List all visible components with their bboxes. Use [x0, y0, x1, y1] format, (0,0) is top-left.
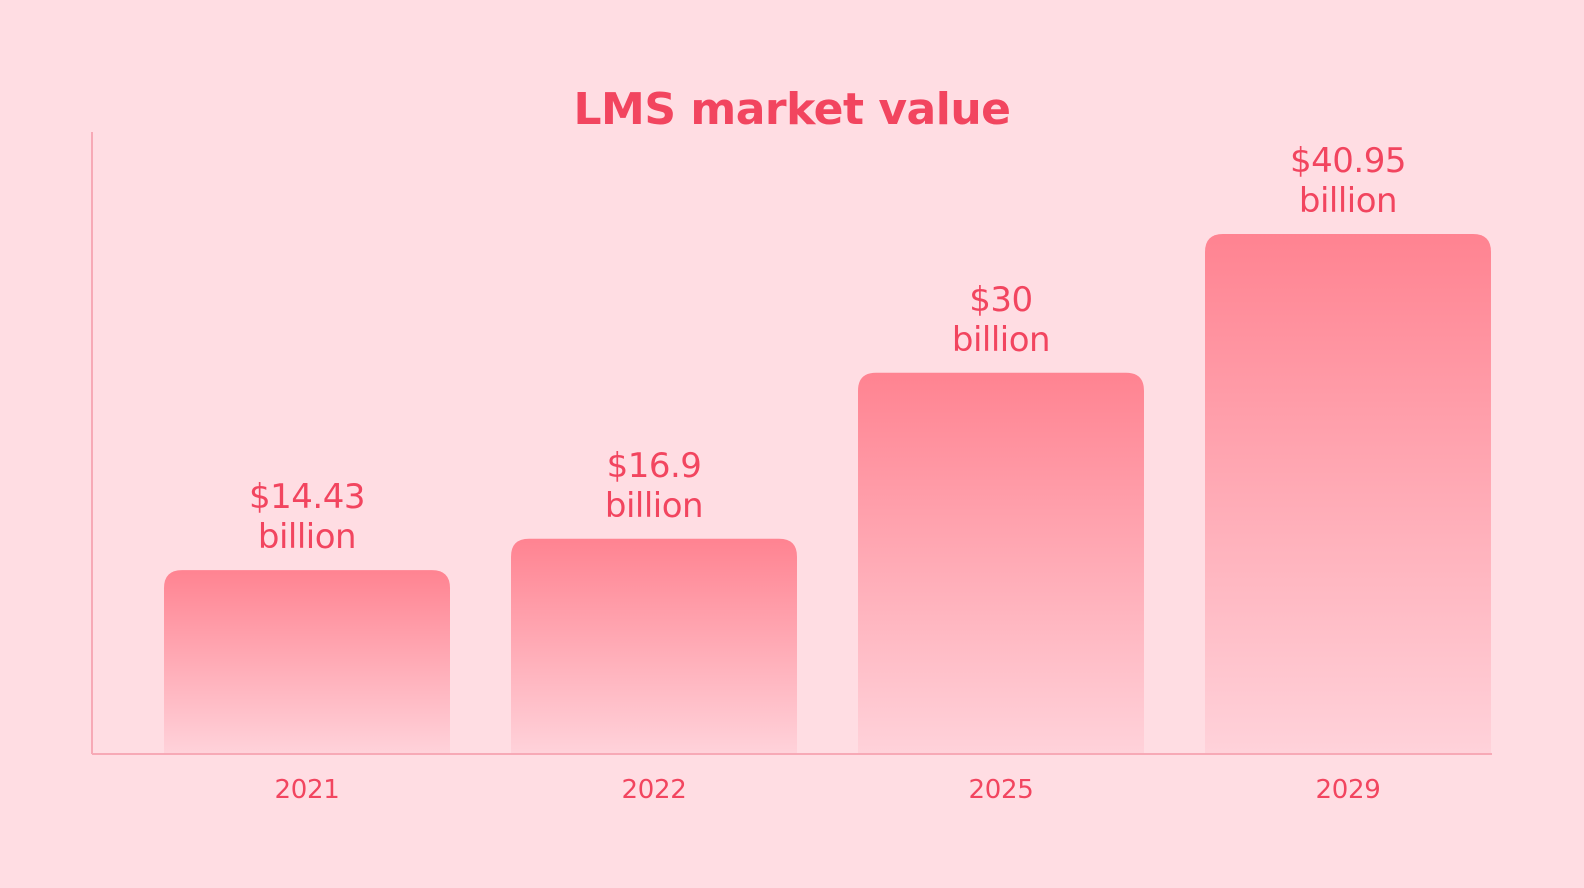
chart-title: LMS market value: [574, 84, 1011, 135]
bar-2022: [511, 538, 797, 753]
bars-group: [164, 234, 1491, 753]
data-label-2021-unit: billion: [258, 517, 356, 557]
x-tick-label-2025: 2025: [969, 775, 1034, 805]
value-labels-group: $14.43billion$16.9billion$30billion$40.9…: [249, 141, 1406, 557]
bar-2025: [858, 372, 1144, 753]
data-label-2022-value: $16.9: [607, 446, 702, 486]
data-label-2021-value: $14.43: [249, 477, 365, 517]
x-tick-labels-group: 2021 2022 2025 2029: [275, 775, 1381, 805]
data-label-2029-value: $40.95: [1290, 141, 1406, 181]
x-tick-label-2022: 2022: [622, 775, 687, 805]
x-tick-label-2029: 2029: [1316, 775, 1381, 805]
bar-2029: [1205, 234, 1491, 753]
data-label-2029-unit: billion: [1299, 181, 1397, 221]
data-label-2025-unit: billion: [952, 320, 1050, 360]
data-label-2025-value: $30: [969, 280, 1032, 320]
x-tick-label-2021: 2021: [275, 775, 340, 805]
data-label-2022-unit: billion: [605, 486, 703, 526]
bar-2021: [164, 570, 450, 753]
